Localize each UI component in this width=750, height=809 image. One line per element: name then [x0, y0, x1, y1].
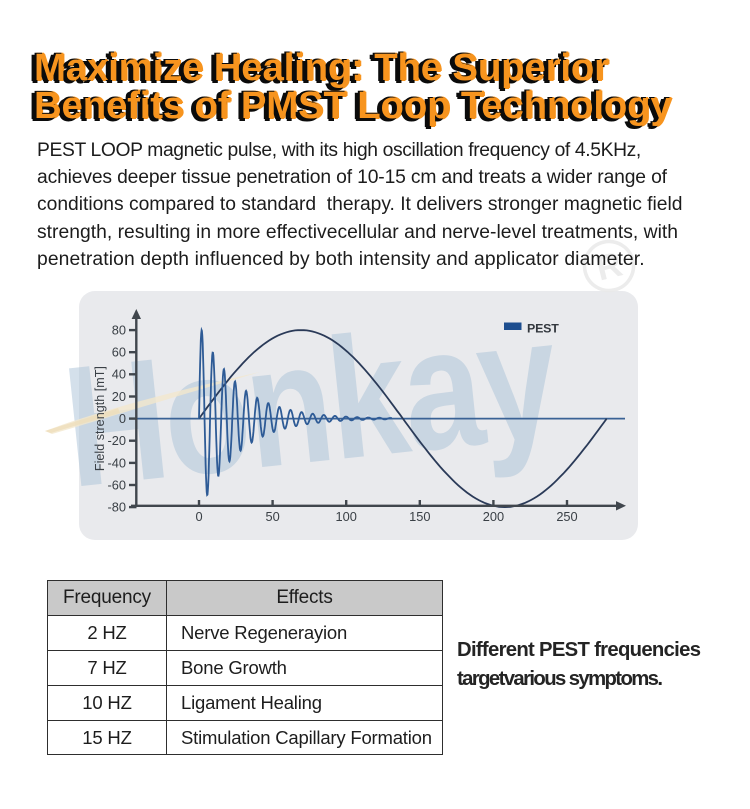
- svg-text:-20: -20: [108, 433, 127, 448]
- svg-text:50: 50: [265, 509, 279, 524]
- svg-text:60: 60: [112, 345, 126, 360]
- svg-text:40: 40: [112, 367, 126, 382]
- svg-text:100: 100: [336, 509, 357, 524]
- svg-text:250: 250: [556, 509, 577, 524]
- svg-text:PEST: PEST: [527, 322, 559, 336]
- svg-text:80: 80: [112, 323, 126, 338]
- svg-text:0: 0: [195, 509, 202, 524]
- svg-text:0: 0: [119, 411, 126, 426]
- svg-text:Field strength [mT]: Field strength [mT]: [93, 366, 107, 471]
- svg-text:-40: -40: [108, 455, 127, 470]
- svg-text:-80: -80: [108, 500, 127, 515]
- svg-text:150: 150: [409, 509, 430, 524]
- svg-text:20: 20: [112, 389, 126, 404]
- svg-text:200: 200: [483, 509, 504, 524]
- svg-text:-60: -60: [108, 477, 127, 492]
